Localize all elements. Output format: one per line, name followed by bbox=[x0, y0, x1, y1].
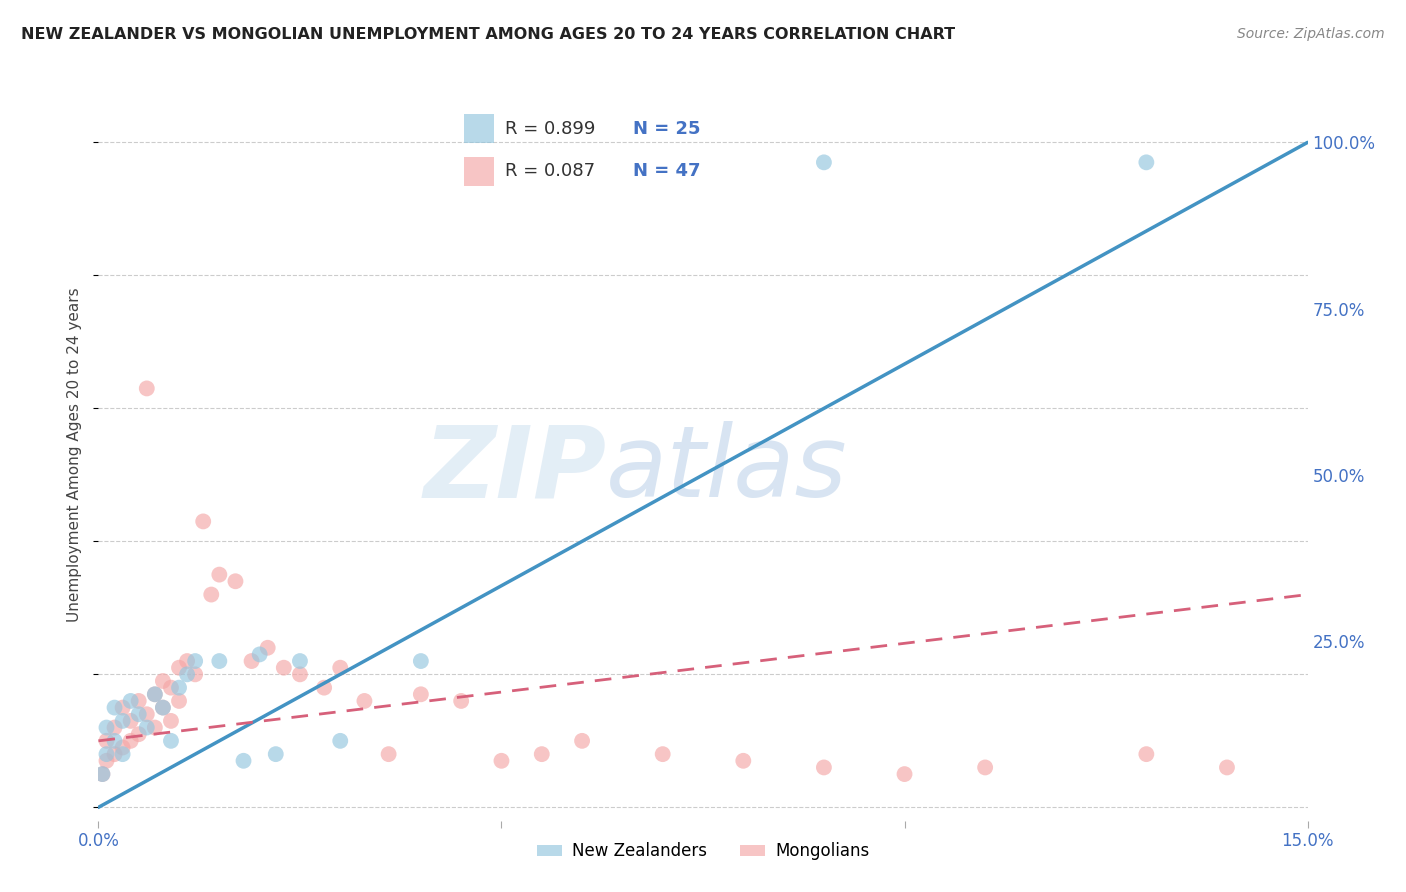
Point bbox=[91, 767, 114, 781]
Point bbox=[184, 654, 207, 668]
Point bbox=[409, 687, 432, 701]
Text: atlas: atlas bbox=[606, 421, 848, 518]
Text: ZIP: ZIP bbox=[423, 421, 606, 518]
Point bbox=[152, 700, 174, 714]
Point bbox=[813, 760, 835, 774]
Point bbox=[530, 747, 553, 761]
Point bbox=[152, 673, 174, 688]
Point bbox=[120, 694, 142, 708]
Point bbox=[167, 694, 190, 708]
Point bbox=[96, 734, 118, 748]
Point bbox=[208, 654, 231, 668]
Legend: New Zealanders, Mongolians: New Zealanders, Mongolians bbox=[530, 836, 876, 867]
Point bbox=[200, 588, 222, 602]
Point bbox=[111, 700, 134, 714]
Point bbox=[288, 667, 311, 681]
Point bbox=[893, 767, 915, 781]
Point bbox=[160, 714, 183, 728]
Point bbox=[249, 648, 271, 662]
Point bbox=[273, 661, 295, 675]
Point bbox=[232, 754, 254, 768]
Point bbox=[111, 714, 134, 728]
Point bbox=[103, 747, 125, 761]
Point bbox=[96, 721, 118, 735]
Point bbox=[288, 654, 311, 668]
Point bbox=[329, 661, 352, 675]
Point bbox=[1135, 747, 1157, 761]
Point bbox=[733, 754, 755, 768]
Point bbox=[974, 760, 997, 774]
Point bbox=[256, 640, 278, 655]
Point bbox=[143, 721, 166, 735]
Point bbox=[135, 381, 157, 395]
Point bbox=[160, 681, 183, 695]
Point bbox=[111, 740, 134, 755]
Point bbox=[91, 767, 114, 781]
Point bbox=[135, 707, 157, 722]
Point bbox=[240, 654, 263, 668]
Point bbox=[128, 707, 150, 722]
Point bbox=[491, 754, 513, 768]
Point bbox=[224, 574, 246, 589]
Text: Source: ZipAtlas.com: Source: ZipAtlas.com bbox=[1237, 27, 1385, 41]
Point bbox=[103, 734, 125, 748]
Point bbox=[329, 734, 352, 748]
Point bbox=[120, 714, 142, 728]
Point bbox=[377, 747, 399, 761]
Point bbox=[128, 694, 150, 708]
Point bbox=[96, 754, 118, 768]
Point bbox=[1216, 760, 1239, 774]
Point bbox=[571, 734, 593, 748]
Point bbox=[167, 681, 190, 695]
Point bbox=[314, 681, 336, 695]
Point bbox=[103, 700, 125, 714]
Point bbox=[128, 727, 150, 741]
Point bbox=[1135, 155, 1157, 169]
Point bbox=[176, 654, 198, 668]
Point bbox=[111, 747, 134, 761]
Point bbox=[450, 694, 472, 708]
Point bbox=[143, 687, 166, 701]
Point bbox=[160, 734, 183, 748]
Point bbox=[193, 515, 215, 529]
Point bbox=[208, 567, 231, 582]
Point bbox=[96, 747, 118, 761]
Point bbox=[120, 734, 142, 748]
Point bbox=[813, 155, 835, 169]
Point bbox=[353, 694, 375, 708]
Point bbox=[184, 667, 207, 681]
Point bbox=[167, 661, 190, 675]
Text: NEW ZEALANDER VS MONGOLIAN UNEMPLOYMENT AMONG AGES 20 TO 24 YEARS CORRELATION CH: NEW ZEALANDER VS MONGOLIAN UNEMPLOYMENT … bbox=[21, 27, 955, 42]
Point bbox=[176, 667, 198, 681]
Point bbox=[143, 687, 166, 701]
Point bbox=[135, 721, 157, 735]
Point bbox=[103, 721, 125, 735]
Point bbox=[651, 747, 673, 761]
Point bbox=[409, 654, 432, 668]
Point bbox=[152, 700, 174, 714]
Y-axis label: Unemployment Among Ages 20 to 24 years: Unemployment Among Ages 20 to 24 years bbox=[67, 287, 83, 623]
Point bbox=[264, 747, 287, 761]
